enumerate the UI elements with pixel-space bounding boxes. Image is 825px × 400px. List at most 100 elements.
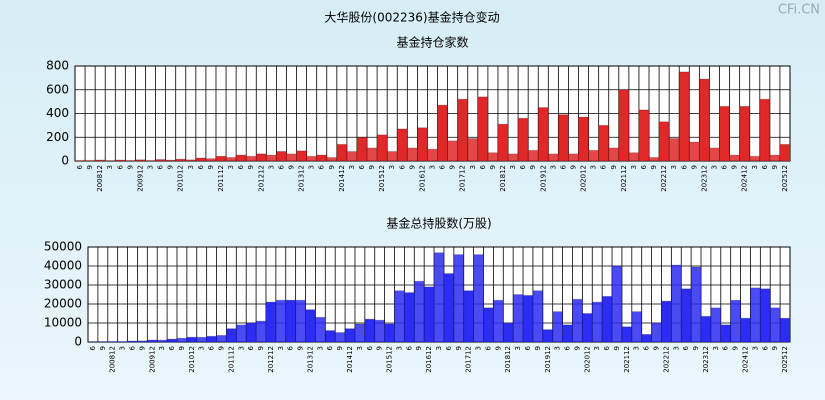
bar [255,153,267,162]
x-tick-label: 6 [564,345,572,350]
x-tick-label: 3 [554,346,562,350]
x-tick-label: 9 [257,346,265,350]
bar [621,326,633,343]
bar [457,98,469,162]
bar [265,154,277,162]
x-tick-label: 6 [168,345,176,350]
bar [364,318,376,343]
x-tick-label: 3 [751,346,759,350]
x-tick-label: 9 [247,165,255,169]
x-tick-label: 201412 [338,165,346,192]
bar [235,154,247,162]
y-tick-label: 0 [61,154,69,168]
x-tick-label: 9 [288,165,296,169]
x-tick-label: 6 [761,345,769,350]
x-tick-label: 6 [519,164,527,169]
x-tick-label: 3 [509,165,517,169]
x-tick-label: 9 [449,165,457,169]
x-tick-label: 6 [439,164,447,169]
bar [463,290,475,343]
bar [552,311,564,343]
bar [176,337,188,343]
y-tick-label: 40000 [44,259,82,273]
bar [136,340,148,343]
bar [749,287,761,343]
bar [426,148,439,162]
x-tick-label: 6 [237,164,245,169]
x-tick-label: 200812 [96,165,104,192]
bar [769,154,781,162]
bar [720,324,732,343]
x-tick-label: 6 [680,164,688,169]
x-tick-label: 9 [534,346,542,350]
x-tick-label: 9 [771,346,779,350]
x-tick-label: 201612 [418,165,426,192]
x-tick-label: 6 [479,164,487,169]
x-tick-label: 202412 [742,346,750,373]
bar [759,288,771,343]
x-tick-label: 201012 [188,346,196,373]
x-tick-label: 3 [549,165,557,169]
bar [608,147,620,162]
x-tick-label: 201412 [346,346,354,373]
bar [527,149,539,162]
x-tick-label: 3 [316,346,324,350]
bar [562,324,573,343]
y-tick-label: 50000 [44,240,82,254]
bar [186,336,198,343]
bar [447,140,459,162]
bar [648,156,660,162]
x-tick-label: 201012 [177,165,185,192]
x-tick-label: 6 [559,164,567,169]
bar [366,147,378,162]
x-tick-label: 202312 [700,165,708,192]
bar [146,339,158,343]
bar [175,158,187,162]
bar [334,332,346,343]
bar [275,151,287,162]
bar [638,109,650,162]
bar [74,159,86,162]
x-tick-label: 3 [227,165,235,169]
x-tick-label: 6 [208,345,216,350]
x-tick-label: 9 [368,165,376,169]
x-tick-label: 3 [348,165,356,169]
x-tick-label: 3 [356,346,364,350]
x-tick-label: 6 [247,345,255,350]
x-tick-label: 9 [692,346,700,350]
bar [396,128,408,162]
bar [305,309,316,343]
bar [195,157,207,162]
x-tick-label: 201812 [499,165,507,192]
x-tick-label: 9 [178,346,186,350]
bar [165,159,177,162]
x-tick-label: 3 [277,346,285,350]
bar [688,141,700,162]
bar [245,155,257,162]
bar [740,317,751,343]
bar [275,299,287,343]
bar [631,311,643,343]
x-tick-label: 9 [613,346,621,350]
x-tick-label: 6 [398,164,406,169]
x-tick-label: 9 [489,165,497,169]
bar [651,322,662,343]
y-tick-label: 800 [46,59,69,73]
bar [547,153,559,162]
bar [601,295,613,343]
bar [769,307,781,343]
x-tick-label: 9 [376,346,384,350]
bar [698,78,710,162]
x-tick-label: 202412 [741,165,749,192]
x-tick-label: 3 [106,165,114,169]
x-tick-label: 9 [529,165,537,169]
bar [542,329,554,343]
x-tick-label: 9 [573,346,581,350]
x-tick-label: 202012 [580,165,588,192]
x-tick-label: 3 [712,346,720,350]
bar [680,288,692,343]
x-tick-label: 3 [590,165,598,169]
x-tick-label: 3 [267,165,275,169]
bar [314,316,326,343]
y-tick-label: 30000 [44,278,82,292]
